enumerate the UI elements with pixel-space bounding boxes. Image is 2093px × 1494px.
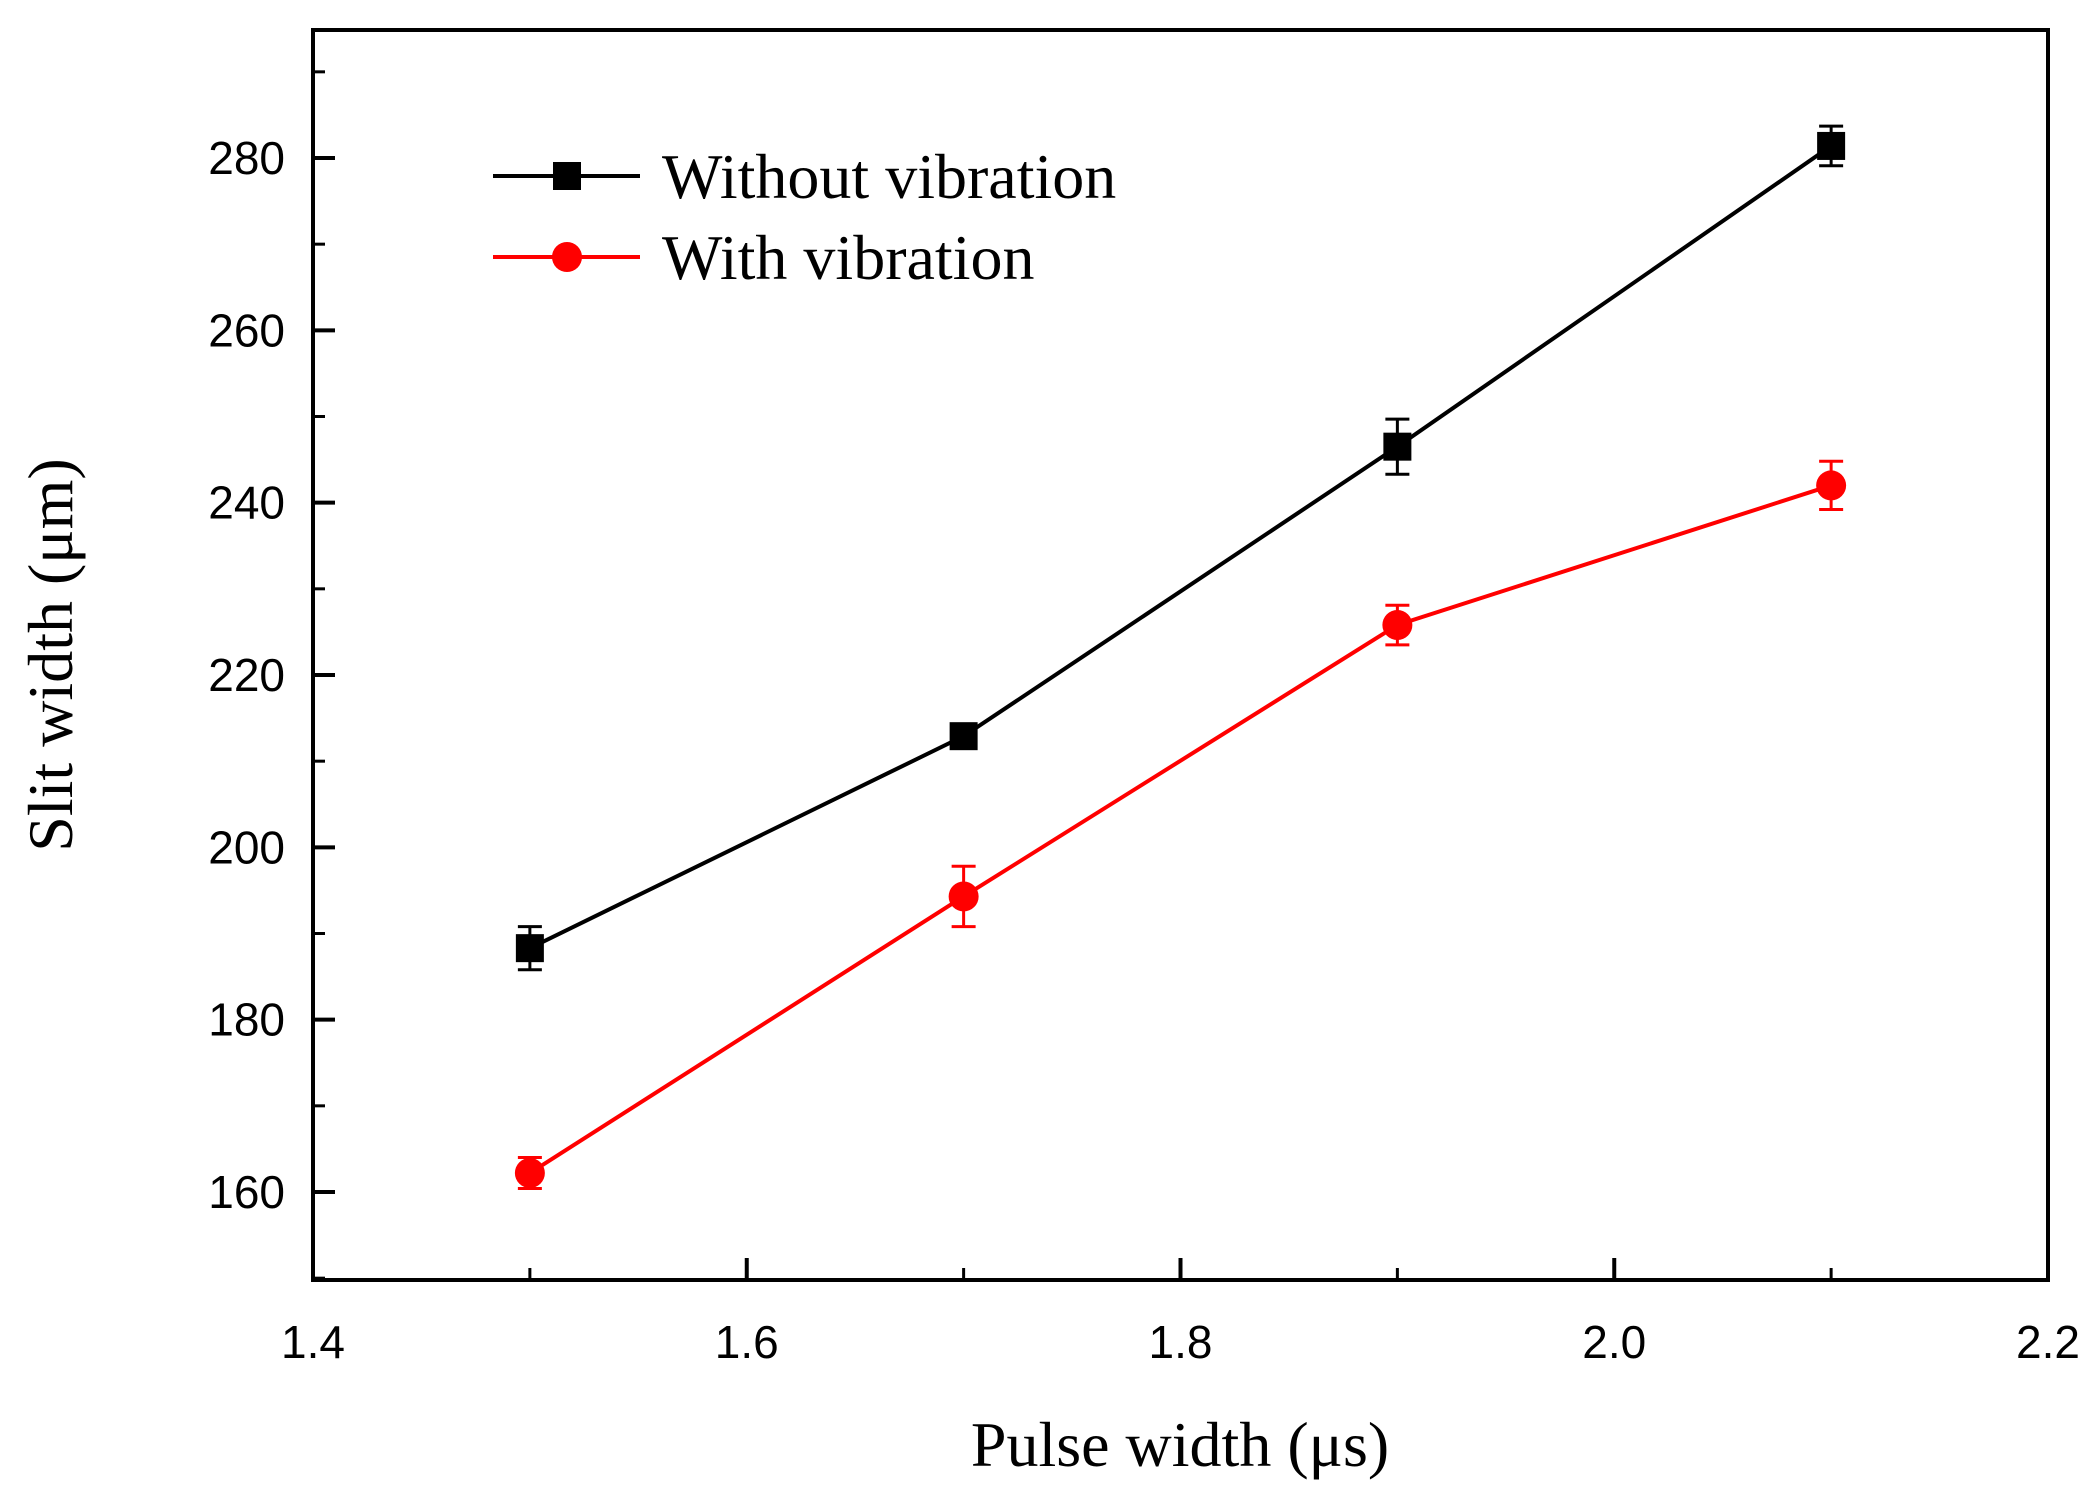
legend-label: With vibration xyxy=(662,222,1034,293)
series-with-vibration xyxy=(514,459,1847,1191)
series-line xyxy=(528,483,1832,1175)
data-point-square xyxy=(949,722,978,751)
y-tick-label: 200 xyxy=(208,821,285,873)
y-tick-label: 160 xyxy=(208,1166,285,1218)
series-layer xyxy=(514,124,1847,1191)
x-tick-label: 2.2 xyxy=(2016,1316,2080,1368)
x-tick-label: 1.8 xyxy=(1149,1316,1213,1368)
data-point-circle xyxy=(514,1158,545,1189)
data-point-square xyxy=(1817,131,1846,160)
x-axis-title: Pulse width (μs) xyxy=(971,1409,1389,1480)
y-tick-label: 280 xyxy=(208,132,285,184)
x-tick-label: 2.0 xyxy=(1582,1316,1646,1368)
series-without-vibration xyxy=(515,124,1846,972)
y-axis-ticks: 160 180 200 220 240 260 280 xyxy=(208,132,335,1218)
x-tick-label: 1.6 xyxy=(715,1316,779,1368)
series-line xyxy=(528,144,1833,950)
legend-item-with-vibration: With vibration xyxy=(493,222,1034,293)
data-point-circle xyxy=(1382,610,1413,641)
legend-label: Without vibration xyxy=(662,141,1116,212)
legend: Without vibration With vibration xyxy=(493,141,1116,293)
y-tick-label: 240 xyxy=(208,477,285,529)
y-tick-label: 220 xyxy=(208,649,285,701)
y-tick-label: 260 xyxy=(208,304,285,356)
data-point-square xyxy=(515,934,544,963)
y-axis-title: Slit width (μm) xyxy=(15,458,86,851)
data-point-square xyxy=(1383,432,1412,461)
y-minor-ticks xyxy=(313,70,325,1280)
data-point-circle xyxy=(948,881,979,912)
plot-frame xyxy=(311,28,2050,1282)
x-axis-ticks: 1.4 1.6 1.8 2.0 2.2 xyxy=(281,1258,2080,1368)
legend-marker-circle xyxy=(552,242,582,272)
data-point-circle xyxy=(1816,470,1847,501)
y-tick-label: 180 xyxy=(208,994,285,1046)
x-tick-label: 1.4 xyxy=(281,1316,345,1368)
legend-item-without-vibration: Without vibration xyxy=(493,141,1116,212)
legend-marker-square xyxy=(553,162,581,190)
